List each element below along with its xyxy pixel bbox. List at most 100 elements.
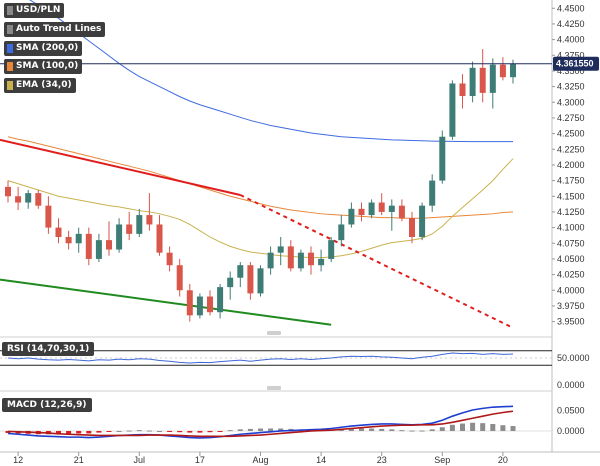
ema34-line bbox=[7, 158, 514, 259]
macd-histogram-bar bbox=[106, 430, 112, 432]
macd-histogram-bar bbox=[389, 429, 395, 431]
macd-axis-label: 0.0500 bbox=[557, 405, 585, 415]
sma100-label[interactable]: SMA (100,0) bbox=[4, 59, 83, 74]
macd-histogram-bar bbox=[480, 423, 486, 431]
macd-histogram-bar bbox=[177, 430, 183, 433]
candle-body bbox=[35, 193, 42, 206]
candle-body bbox=[116, 224, 123, 250]
macd-histogram-bar bbox=[146, 430, 152, 432]
macd-histogram-bar bbox=[470, 422, 476, 431]
macd-histogram-bar bbox=[359, 428, 364, 431]
macd-histogram-bar bbox=[258, 428, 263, 431]
macd-histogram-bar bbox=[379, 428, 385, 431]
price-tick-label: 4.2750 bbox=[557, 113, 585, 123]
pane-resize-handle-2 bbox=[267, 386, 281, 390]
ema34-label[interactable]: EMA (34,0) bbox=[4, 78, 76, 93]
candle-body bbox=[176, 265, 183, 291]
price-tick-label: 3.9750 bbox=[557, 301, 585, 311]
price-tick-label: 4.3750 bbox=[557, 50, 585, 60]
macd-histogram-bar bbox=[449, 424, 455, 431]
candle-body bbox=[409, 218, 415, 237]
candle-body bbox=[378, 202, 385, 212]
candle-body bbox=[439, 136, 446, 181]
macd-histogram-bar bbox=[86, 430, 92, 434]
candle-body bbox=[419, 205, 426, 237]
candle-body bbox=[287, 246, 294, 269]
time-tick-label: 17 bbox=[195, 455, 205, 465]
candle-body bbox=[85, 233, 92, 259]
candle-body bbox=[297, 252, 304, 269]
trend-lines-swatch bbox=[7, 25, 13, 34]
macd-axis-label: 0.0000 bbox=[557, 426, 585, 436]
ema34-swatch bbox=[7, 81, 13, 90]
candle-body bbox=[156, 224, 163, 253]
candle-body bbox=[257, 268, 264, 294]
sma100-line bbox=[7, 136, 514, 219]
macd-histogram-bar bbox=[116, 430, 122, 432]
candle-body bbox=[368, 202, 375, 216]
candle-body bbox=[358, 208, 365, 216]
candle-body bbox=[388, 205, 395, 212]
candle-body bbox=[510, 63, 516, 78]
candle-body bbox=[398, 205, 405, 219]
candle-body bbox=[25, 193, 32, 203]
price-tick-label: 4.4250 bbox=[557, 19, 585, 29]
candle-body bbox=[348, 208, 355, 225]
candle-body bbox=[55, 227, 62, 237]
resistance-trend-line bbox=[0, 138, 241, 196]
price-tick-label: 4.4500 bbox=[557, 3, 585, 13]
candle-body bbox=[75, 233, 82, 244]
macd-histogram-bar bbox=[227, 430, 233, 432]
candle-body bbox=[146, 215, 153, 225]
macd-histogram-bar bbox=[157, 430, 162, 432]
candle-body bbox=[499, 64, 506, 78]
candle-body bbox=[95, 240, 102, 259]
candle-body bbox=[166, 252, 173, 266]
symbol-swatch bbox=[7, 6, 13, 15]
price-tick-label: 4.1250 bbox=[557, 207, 585, 217]
candle-body bbox=[5, 186, 11, 197]
macd-signal-line bbox=[7, 410, 514, 438]
macd-histogram-bar bbox=[278, 428, 284, 431]
price-tick-label: 3.9500 bbox=[557, 317, 585, 327]
macd-histogram-bar bbox=[348, 428, 354, 431]
candle-body bbox=[489, 64, 496, 93]
price-tick-label: 4.3000 bbox=[557, 97, 585, 107]
candle-body bbox=[308, 252, 314, 266]
candle-body bbox=[328, 240, 335, 259]
last-price-value: 4.361550 bbox=[556, 59, 594, 69]
candle-body bbox=[106, 240, 112, 250]
support-trend-line bbox=[0, 278, 332, 326]
candle-body bbox=[15, 196, 22, 203]
sma200-label[interactable]: SMA (200,0) bbox=[4, 41, 83, 56]
price-tick-label: 4.3250 bbox=[557, 82, 585, 92]
time-tick-label: Aug bbox=[252, 455, 268, 465]
macd-histogram-bar bbox=[197, 430, 203, 433]
rsi-line bbox=[7, 352, 514, 364]
candle-body bbox=[247, 265, 254, 294]
macd-histogram-bar bbox=[409, 430, 415, 432]
price-tick-label: 4.0000 bbox=[557, 285, 585, 295]
macd-label[interactable]: MACD (12,26,9) bbox=[2, 398, 92, 412]
macd-histogram-bar bbox=[369, 428, 375, 431]
macd-histogram-bar bbox=[419, 430, 425, 432]
macd-axis-label-top: 0.0000 bbox=[557, 380, 585, 390]
price-tick-label: 4.1750 bbox=[557, 176, 585, 186]
rsi-label[interactable]: RSI (14,70,30,1) bbox=[2, 342, 95, 356]
sma200-swatch bbox=[7, 44, 13, 53]
macd-histogram-bar bbox=[56, 430, 61, 434]
price-tick-label: 4.3500 bbox=[557, 66, 585, 76]
price-tick-label: 4.2000 bbox=[557, 160, 585, 170]
macd-histogram-bar bbox=[439, 427, 445, 431]
pane-resize-handle-1 bbox=[267, 331, 281, 335]
trend-lines-label[interactable]: Auto Trend Lines bbox=[4, 22, 106, 37]
macd-line bbox=[7, 405, 514, 439]
symbol-label[interactable]: USD/PLN bbox=[4, 3, 65, 18]
macd-histogram-bar bbox=[429, 429, 435, 431]
macd-histogram-bar bbox=[187, 430, 193, 433]
macd-histogram-bar bbox=[460, 423, 465, 431]
macd-histogram-bar bbox=[126, 430, 132, 432]
price-tick-label: 4.1500 bbox=[557, 191, 585, 201]
candle-body bbox=[318, 258, 325, 266]
